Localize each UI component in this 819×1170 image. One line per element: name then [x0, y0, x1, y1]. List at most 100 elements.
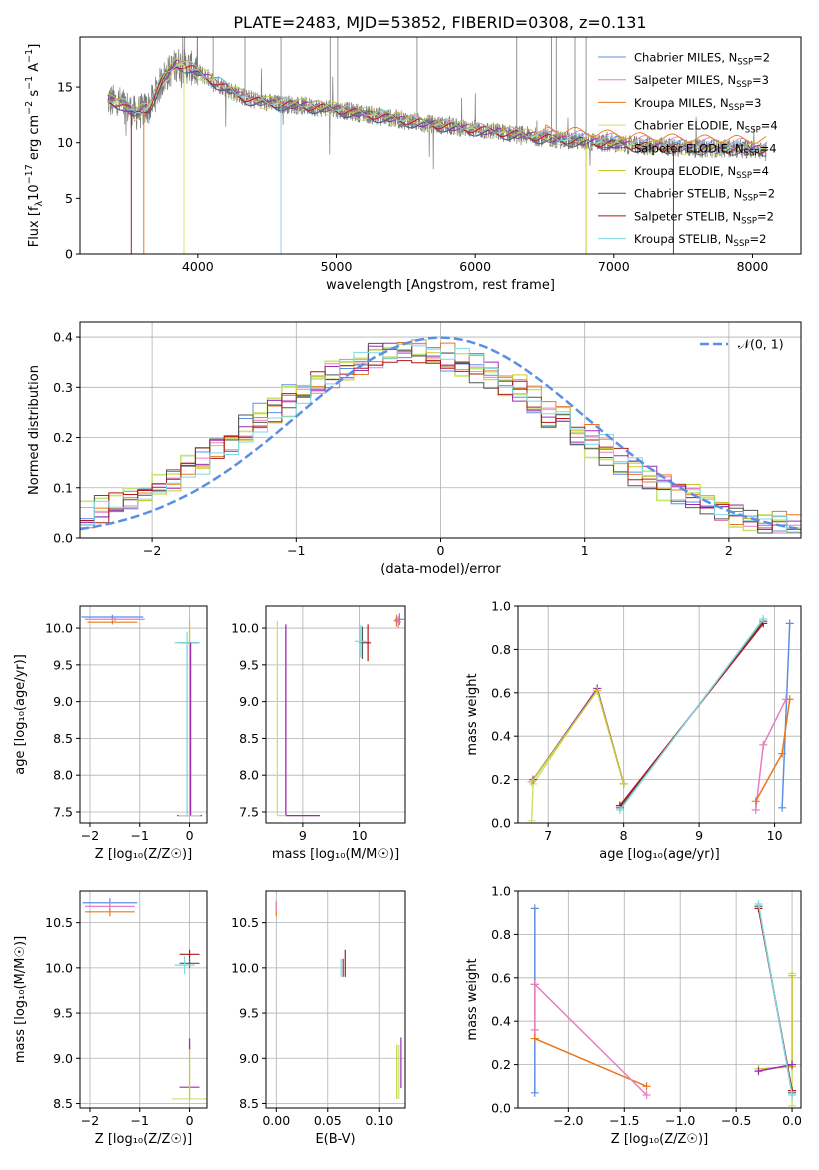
series-marker-salpeter_miles [759, 740, 768, 749]
y-tick-label: 0.8 [491, 927, 511, 942]
y-tick-label: 9.5 [239, 657, 259, 672]
data-spectrum-line [107, 37, 767, 170]
series-marker-salpeter_miles [642, 1090, 651, 1099]
series-marker-chabrier_elodie [527, 816, 536, 823]
series-marker-kroupa_miles [751, 797, 760, 806]
model-spectrum-kroupa_elodie [107, 57, 767, 151]
x-tick-label: 6000 [459, 259, 491, 274]
series-marker-kroupa_elodie [619, 779, 628, 788]
age-weight-panel: 7 8 9 10 0.0 0.2 0.4 0.6 0.8 1.0 age [log₁₀(age/yr… [465, 599, 802, 862]
series-marker-kroupa_miles [785, 695, 794, 704]
legend-label-salpeter_elodie: Salpeter ELODIE, NSSP=4 [634, 141, 777, 158]
series-line-kroupa_stelib [757, 903, 793, 1096]
model-spectrum-salpeter_elodie [107, 59, 767, 154]
series-marker-salpeter_miles [530, 1025, 539, 1034]
x-tick-label: 2 [725, 543, 733, 558]
y-tick-label: 9.0 [239, 694, 259, 709]
series-line-kroupa_elodie [530, 688, 625, 785]
y-axis-label-part: Flux [f [27, 206, 42, 247]
y-tick-label: 0.2 [491, 772, 511, 787]
y-axis-label: Flux [fλ10−17 erg cm−2 s−1 A−1] [24, 44, 45, 248]
series-marker-chabrier_elodie [788, 1101, 797, 1108]
z-age-frame [79, 605, 208, 824]
y-tick-label: 0.6 [491, 685, 511, 700]
y-tick-label: 10.0 [231, 621, 259, 636]
series-marker-kroupa_stelib [754, 900, 763, 909]
x-axis-label: (data-model)/error [380, 562, 501, 577]
series-line-salpeter_miles [534, 982, 648, 1096]
y-tick-label: 9.0 [53, 1051, 73, 1066]
residuals-panel: −2 −1 0 1 2 0.0 0.1 0.2 0.3 0.4 (data-model)/error… [27, 321, 802, 577]
series-marker-chabrier_miles [530, 1088, 539, 1097]
x-tick-label: 4000 [182, 259, 214, 274]
legend-label-value: =4 [760, 141, 777, 155]
x-tick-label: −2.0 [553, 1113, 583, 1128]
series-line-kroupa_miles [534, 984, 647, 1087]
y-tick-label: 0.3 [53, 380, 73, 395]
x-axis-label: wavelength [Angstrom, rest frame] [326, 278, 555, 293]
y-tick-label: 9.5 [53, 1006, 73, 1021]
figure-title: PLATE=2483, MJD=53852, FIBERID=0308, z=0… [233, 13, 646, 32]
x-tick-label: 7000 [598, 259, 630, 274]
z-weight-panel: −2.0 −1.5 −1.0 −0.5 0.0 0.0 0.2 0.4 0.6 0.8 1.0 Z [… [465, 884, 802, 1148]
y-tick-label: 9.5 [239, 1006, 259, 1021]
y-tick-label: 10.5 [231, 915, 259, 930]
y-tick-label: 0.0 [53, 531, 73, 546]
y-tick-label: 0.2 [53, 430, 73, 445]
legend-label-chabrier_miles: Chabrier MILES, NSSP=2 [634, 51, 770, 68]
y-tick-label: 8.5 [53, 731, 73, 746]
x-tick-label: 0 [437, 543, 445, 558]
series-marker-kroupa_elodie [527, 777, 536, 786]
series-line-kroupa_elodie [758, 975, 793, 1070]
legend-label-kroupa_elodie: Kroupa ELODIE, NSSP=4 [634, 164, 769, 181]
y-axis-label-part: ] [27, 44, 42, 49]
histogram-lines [80, 336, 801, 534]
legend-label-kroupa_stelib: Kroupa STELIB, NSSP=2 [634, 232, 766, 249]
x-tick-label: 5000 [321, 259, 353, 274]
series-marker-kroupa_stelib [615, 805, 624, 814]
plot-layer: 4000 5000 6000 7000 8000 0 5 10 15 wavelength [An… [13, 36, 802, 1148]
legend-label-text: Salpeter ELODIE, N [634, 141, 744, 155]
legend-label-subscript: SSP [736, 171, 752, 181]
x-tick-label: 8000 [737, 259, 769, 274]
x-tick-label: 0 [186, 828, 194, 843]
y-tick-label: 9.0 [239, 1051, 259, 1066]
z-mass-marks [82, 898, 207, 1100]
y-tick-label: 10.0 [45, 960, 73, 975]
model-spectrum-kroupa_stelib [107, 60, 767, 151]
y-tick-label: 10.0 [45, 621, 73, 636]
y-axis-label: age [log₁₀(age/yr)] [13, 654, 28, 775]
legend-label-value: =3 [752, 73, 769, 87]
x-tick-label: 7 [544, 828, 552, 843]
legend-label-salpeter_miles: Salpeter MILES, NSSP=3 [634, 73, 769, 90]
y-axis-label-part: A [27, 63, 42, 76]
y-tick-label: 5 [65, 191, 73, 206]
x-tick-label: −1 [131, 1113, 149, 1128]
y-tick-label: 0.6 [491, 970, 511, 985]
y-axis-label: Normed distribution [27, 365, 42, 495]
x-tick-label: 10 [767, 828, 783, 843]
x-tick-label: −2 [81, 828, 99, 843]
y-tick-label: 15 [57, 80, 73, 95]
y-tick-label: 0.1 [53, 480, 73, 495]
series-marker-kroupa_stelib [759, 615, 768, 624]
z-mass-frame [79, 890, 208, 1109]
x-axis-label: Z [log₁₀(Z/Z☉)] [611, 1132, 708, 1147]
series-marker-kroupa_miles [778, 749, 787, 758]
x-tick-label: 0.05 [314, 1113, 342, 1128]
y-tick-label: 8.5 [239, 1096, 259, 1111]
spectrum-legend: Chabrier MILES, NSSP=2 Salpeter MILES, NS… [598, 51, 778, 249]
legend-label-value: =4 [752, 164, 769, 178]
y-tick-label: 10 [57, 135, 73, 150]
series-marker-kroupa_elodie [788, 971, 797, 980]
y-axis-label-part: λ [34, 200, 45, 206]
series-marker-kroupa_elodie [593, 686, 602, 695]
mass-age-panel: 9 10 7.5 8.0 8.5 9.0 9.5 10.0 mass [log₁₀(M/M☉)] [231, 605, 406, 862]
ebv-mass-panel: 0.00 0.05 0.10 8.5 9.0 9.5 10.0 10.5 E(B-V) [231, 890, 406, 1147]
x-tick-label: −1 [131, 828, 149, 843]
x-tick-label: 9 [299, 828, 307, 843]
legend-label-value: =4 [761, 119, 778, 133]
series-marker-kroupa_miles [642, 1082, 651, 1091]
y-tick-label: 8.5 [53, 1096, 73, 1111]
ebv-mass-marks [275, 900, 402, 1099]
